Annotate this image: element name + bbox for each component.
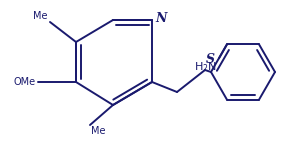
Text: Me: Me (91, 126, 105, 136)
Text: OMe: OMe (14, 77, 36, 87)
Text: S: S (206, 53, 215, 66)
Text: N: N (155, 12, 166, 26)
Text: Me: Me (33, 11, 48, 21)
Text: H$_2$N: H$_2$N (194, 60, 217, 74)
